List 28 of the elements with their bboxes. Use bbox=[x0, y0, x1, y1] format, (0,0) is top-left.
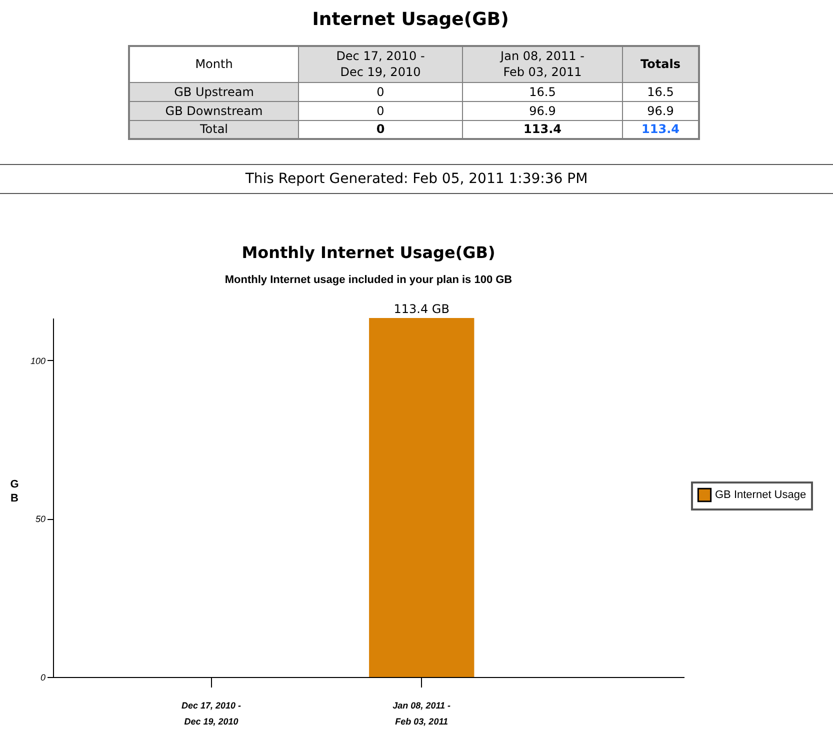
x-tick-label: Dec 17, 2010 - Dec 19, 2010 bbox=[298, 46, 462, 82]
y-tick-label: 50 bbox=[35, 514, 46, 524]
y-tick-label: Total bbox=[129, 120, 298, 139]
x-axis-title: Month bbox=[129, 46, 298, 82]
y-tick-label: 0 bbox=[40, 672, 46, 682]
data-label: 96.9 bbox=[462, 101, 622, 120]
data-label: 16.5 bbox=[462, 82, 622, 101]
chart-title: Monthly Internet Usage(GB) bbox=[242, 243, 496, 262]
y-tick-label: GB Downstream bbox=[129, 101, 298, 120]
data-label: 113.4 bbox=[622, 120, 699, 139]
data-label: 113.4 bbox=[462, 120, 622, 139]
data-label: 0 bbox=[298, 101, 462, 120]
legend-label: GB Internet Usage bbox=[715, 489, 806, 501]
data-label: 113.4 GB bbox=[394, 302, 450, 316]
text: This Report Generated: Feb 05, 2011 1:39:36 PM bbox=[0, 164, 833, 194]
y-axis-title: GB bbox=[10, 478, 19, 504]
x-tick-label: Jan 08, 2011 - Feb 03, 2011 bbox=[392, 700, 451, 726]
chart-title: Internet Usage(GB) bbox=[311, 8, 510, 32]
data-label: 0 bbox=[298, 120, 462, 139]
data-label: 16.5 bbox=[622, 82, 699, 101]
chart-subtitle: Monthly Internet usage included in your plan is 100 GB bbox=[224, 274, 512, 286]
x-tick-label: Dec 17, 2010 - Dec 19, 2010 bbox=[182, 700, 242, 726]
y-tick-label: GB Upstream bbox=[129, 82, 298, 101]
y-tick-label: 100 bbox=[30, 356, 46, 366]
x-tick-label: Totals bbox=[622, 46, 699, 82]
data-label: 0 bbox=[298, 82, 462, 101]
data-label: 96.9 bbox=[622, 101, 699, 120]
x-tick-label: Jan 08, 2011 - Feb 03, 2011 bbox=[462, 46, 622, 82]
